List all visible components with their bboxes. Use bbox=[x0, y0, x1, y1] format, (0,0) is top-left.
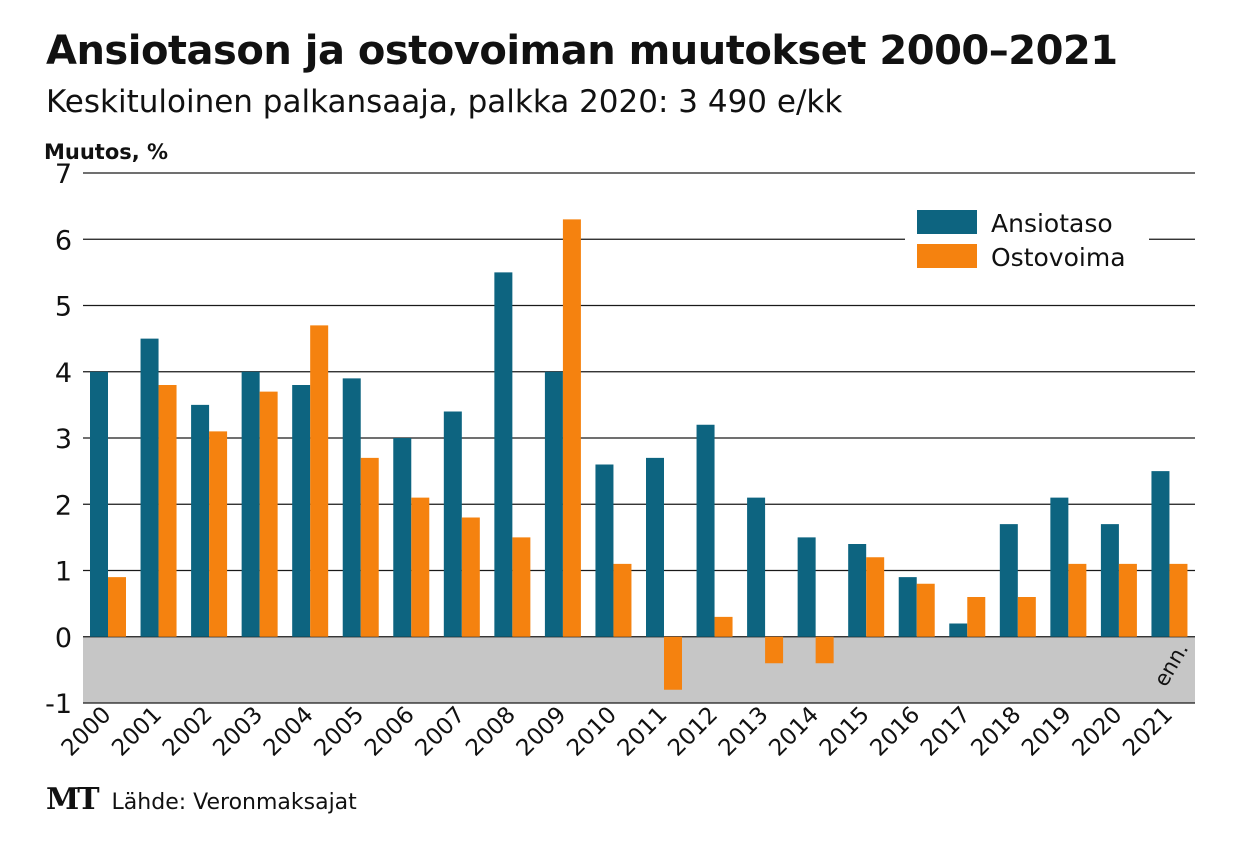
bar-ansiotaso bbox=[999, 524, 1018, 637]
bar-ansiotaso bbox=[443, 411, 462, 637]
bar-ostovoima bbox=[1068, 563, 1087, 637]
x-tick-label: 2013 bbox=[714, 702, 774, 762]
y-tick-label: -1 bbox=[45, 689, 72, 720]
bar-ansiotaso bbox=[292, 385, 311, 637]
bar-ansiotaso bbox=[241, 371, 260, 637]
legend-label-ansiotaso: Ansiotaso bbox=[991, 209, 1113, 238]
bar-ansiotaso bbox=[1100, 524, 1119, 637]
x-tick-label: 2016 bbox=[865, 702, 925, 762]
bar-ostovoima bbox=[1118, 563, 1137, 637]
source-text: Lähde: Veronmaksajat bbox=[111, 790, 357, 815]
x-tick-label: 2005 bbox=[309, 702, 369, 762]
bar-ansiotaso bbox=[797, 537, 816, 637]
x-tick-label: 2014 bbox=[764, 702, 824, 762]
y-tick-label: 3 bbox=[55, 424, 72, 455]
bar-ostovoima bbox=[209, 431, 228, 637]
x-tick-label: 2002 bbox=[158, 702, 218, 762]
bar-ostovoima bbox=[765, 636, 784, 664]
bar-ostovoima bbox=[1017, 597, 1036, 637]
x-tick-label: 2020 bbox=[1068, 702, 1128, 762]
legend-label-ostovoima: Ostovoima bbox=[991, 243, 1126, 272]
x-tick-label: 2004 bbox=[259, 702, 319, 762]
bar-ostovoima bbox=[360, 457, 379, 637]
bar-ansiotaso bbox=[1050, 497, 1069, 637]
bar-ostovoima bbox=[815, 636, 834, 664]
bar-ansiotaso bbox=[747, 497, 766, 637]
y-axis-label: Muutos, % bbox=[44, 140, 169, 164]
legend-swatch-ansiotaso bbox=[917, 210, 977, 234]
x-tick-label: 2021 bbox=[1118, 702, 1178, 762]
bar-ansiotaso bbox=[393, 438, 412, 637]
y-tick-label: 4 bbox=[55, 358, 72, 389]
chart-title: Ansiotason ja ostovoiman muutokset 2000–… bbox=[46, 28, 1118, 74]
x-tick-label: 2018 bbox=[967, 702, 1027, 762]
bar-ostovoima bbox=[259, 391, 278, 637]
bar-ostovoima bbox=[664, 636, 682, 690]
mt-logo: MT bbox=[46, 782, 100, 817]
x-tick-label: 2012 bbox=[663, 702, 723, 762]
bar-ostovoima bbox=[158, 385, 177, 637]
x-tick-label: 2011 bbox=[613, 702, 673, 762]
y-tick-label: 1 bbox=[55, 557, 72, 588]
bar-ansiotaso bbox=[544, 371, 563, 637]
x-tick-label: 2017 bbox=[916, 702, 976, 762]
x-tick-label: 2019 bbox=[1017, 702, 1077, 762]
bar-ansiotaso bbox=[696, 424, 715, 637]
x-tick-label: 2010 bbox=[562, 702, 622, 762]
bar-ansiotaso bbox=[191, 404, 210, 637]
bar-ostovoima bbox=[866, 557, 885, 637]
bar-ansiotaso bbox=[140, 338, 159, 637]
y-tick-label: 7 bbox=[55, 159, 72, 190]
x-tick-label: 2015 bbox=[815, 702, 875, 762]
bar-ostovoima bbox=[967, 597, 986, 637]
bar-ostovoima bbox=[562, 219, 581, 637]
bar-ostovoima bbox=[916, 583, 935, 637]
bar-ostovoima bbox=[310, 325, 329, 637]
bar-ansiotaso bbox=[494, 272, 513, 637]
bar-ostovoima bbox=[108, 577, 126, 637]
x-tick-label: 2007 bbox=[411, 702, 471, 762]
y-tick-label: 0 bbox=[55, 623, 72, 654]
bar-ansiotaso bbox=[90, 371, 108, 637]
bar-ostovoima bbox=[461, 517, 480, 637]
x-tick-label: 2009 bbox=[512, 702, 572, 762]
x-tick-label: 2006 bbox=[360, 702, 420, 762]
bar-ostovoima bbox=[1169, 563, 1188, 637]
footer: MT Lähde: Veronmaksajat bbox=[46, 782, 357, 817]
bar-ansiotaso bbox=[342, 378, 361, 637]
legend-swatch-ostovoima bbox=[917, 244, 977, 268]
x-tick-label: 2008 bbox=[461, 702, 521, 762]
bar-ansiotaso bbox=[1151, 471, 1170, 637]
x-tick-label: 2001 bbox=[107, 702, 167, 762]
bar-ostovoima bbox=[411, 497, 430, 637]
y-tick-label: 6 bbox=[55, 225, 72, 256]
bar-ostovoima bbox=[714, 616, 733, 637]
x-tick-label: 2003 bbox=[208, 702, 268, 762]
bar-ostovoima bbox=[512, 537, 531, 637]
chart-subtitle: Keskituloinen palkansaaja, palkka 2020: … bbox=[46, 84, 843, 120]
y-tick-label: 5 bbox=[55, 292, 72, 323]
negative-region-band bbox=[83, 636, 1195, 703]
bar-ansiotaso bbox=[595, 464, 614, 637]
bar-ostovoima bbox=[613, 563, 632, 637]
bar-ansiotaso bbox=[848, 544, 867, 637]
y-tick-label: 2 bbox=[55, 490, 72, 521]
bar-ansiotaso bbox=[949, 623, 968, 637]
bar-ansiotaso bbox=[646, 457, 664, 637]
bar-ansiotaso bbox=[898, 577, 917, 637]
